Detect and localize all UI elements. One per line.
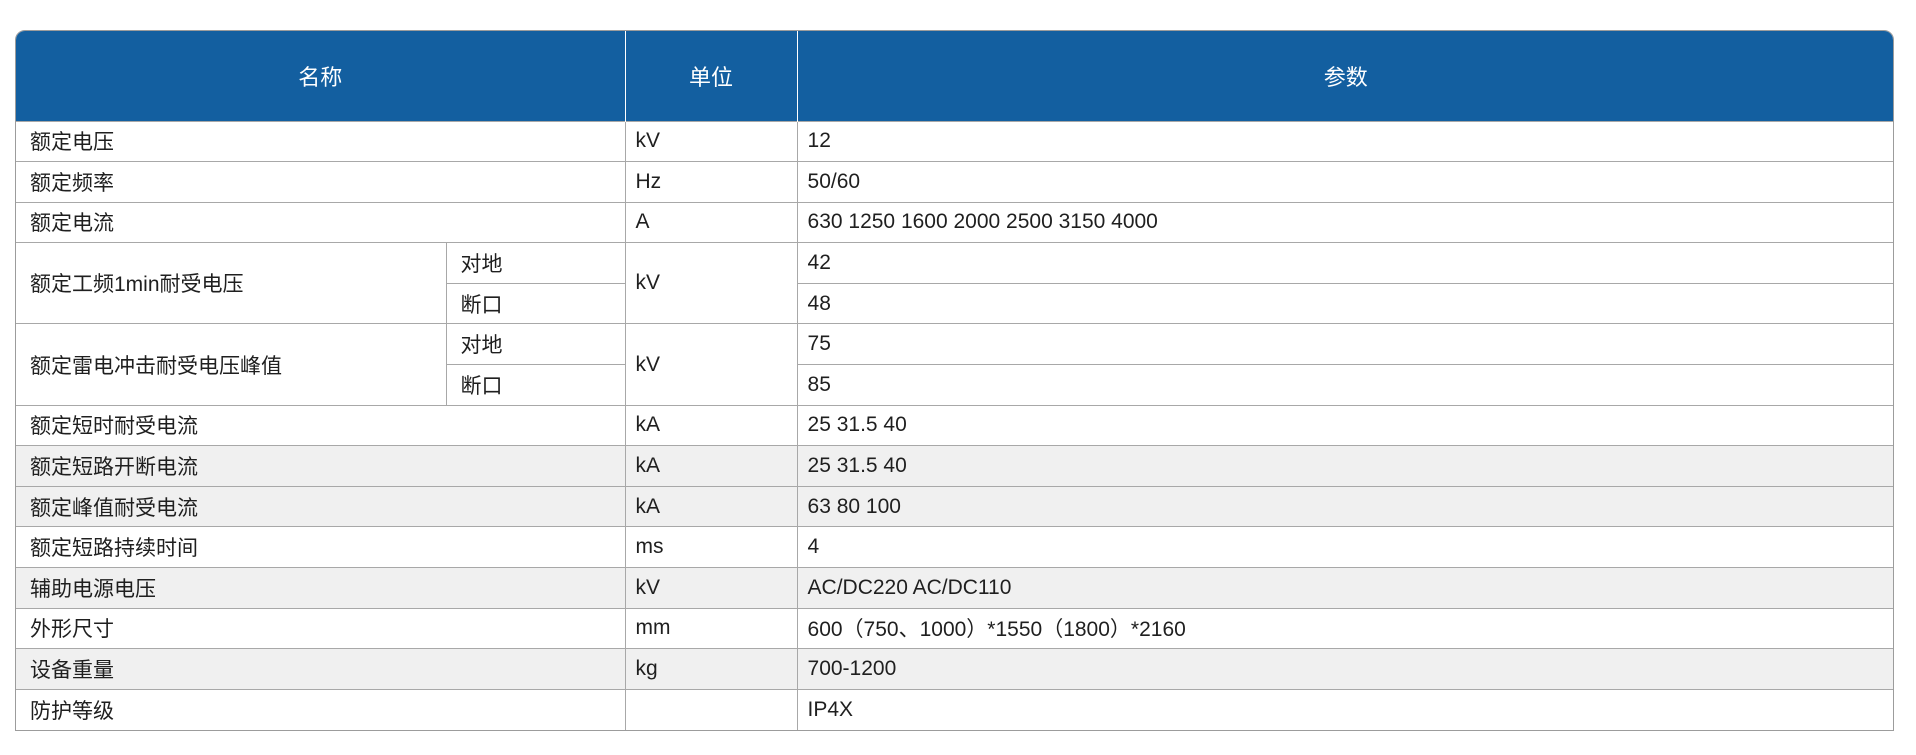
header-param: 参数 <box>796 31 1893 121</box>
row-param: 85 <box>797 364 1893 406</box>
row-name: 辅助电源电压 <box>16 567 626 609</box>
row-param: 4 <box>797 526 1893 569</box>
row-unit: mm <box>625 607 798 650</box>
row-name: 外形尺寸 <box>16 607 626 650</box>
row-param: 700-1200 <box>797 648 1893 690</box>
row-param: 48 <box>797 282 1893 325</box>
row-name: 额定频率 <box>16 161 626 203</box>
row-param: 25 31.5 40 <box>797 404 1893 447</box>
row-param: 75 <box>797 323 1893 366</box>
table-row-group: 额定工频1min耐受电压 对地 kV 42 <box>16 242 1893 325</box>
row-name: 额定峰值耐受电流 <box>16 485 626 528</box>
row-unit <box>625 688 798 730</box>
row-unit: kV <box>625 567 798 609</box>
row-name: 额定短时耐受电流 <box>16 404 626 447</box>
table-row: 设备重量 kg 700-1200 <box>16 648 1893 690</box>
row-name: 额定电压 <box>16 120 626 163</box>
row-param: 630 1250 1600 2000 2500 3150 4000 <box>797 201 1893 244</box>
table-row: 额定电压 kV 12 <box>16 120 1893 163</box>
row-param: 600（750、1000）*1550（1800）*2160 <box>797 607 1893 650</box>
row-name: 额定雷电冲击耐受电压峰值 <box>16 323 447 406</box>
row-sub-label: 断口 <box>445 364 626 406</box>
table-row: 额定峰值耐受电流 kA 63 80 100 <box>16 485 1893 528</box>
row-unit: kA <box>625 485 798 528</box>
row-unit: kA <box>625 404 798 447</box>
row-unit: kV <box>625 242 798 325</box>
table-row-group: 断口 85 <box>16 364 1893 406</box>
row-sub-label: 对地 <box>445 242 626 284</box>
row-unit: kV <box>625 323 798 406</box>
row-param: 63 80 100 <box>797 485 1893 528</box>
table-row: 额定短路开断电流 kA 25 31.5 40 <box>16 445 1893 487</box>
table-row: 外形尺寸 mm 600（750、1000）*1550（1800）*2160 <box>16 607 1893 650</box>
header-name: 名称 <box>16 31 626 121</box>
table-row: 额定短路持续时间 ms 4 <box>16 526 1893 569</box>
row-unit: kV <box>625 120 798 163</box>
row-name: 额定短路开断电流 <box>16 445 626 487</box>
row-name: 额定电流 <box>16 201 626 244</box>
row-name: 额定工频1min耐受电压 <box>16 242 447 325</box>
row-param: AC/DC220 AC/DC110 <box>797 567 1893 609</box>
table-row: 额定电流 A 630 1250 1600 2000 2500 3150 4000 <box>16 201 1893 244</box>
row-name: 设备重量 <box>16 648 626 690</box>
header-unit: 单位 <box>624 31 798 121</box>
spec-table: 名称 单位 参数 额定电压 kV 12 额定频率 Hz 50/60 额定电流 A <box>16 31 1893 730</box>
table-row-group: 额定雷电冲击耐受电压峰值 对地 kV 75 <box>16 323 1893 406</box>
row-unit: Hz <box>625 161 798 203</box>
header-row: 名称 单位 参数 <box>16 31 1893 121</box>
row-unit: kg <box>625 648 798 690</box>
row-param: IP4X <box>797 688 1893 730</box>
table-row: 辅助电源电压 kV AC/DC220 AC/DC110 <box>16 567 1893 609</box>
row-param: 42 <box>797 242 1893 284</box>
row-unit: ms <box>625 526 798 569</box>
row-sub-label: 对地 <box>445 323 626 366</box>
row-param: 12 <box>797 120 1893 163</box>
table-row: 额定频率 Hz 50/60 <box>16 161 1893 203</box>
row-param: 50/60 <box>797 161 1893 203</box>
row-unit: kA <box>625 445 798 487</box>
row-name: 防护等级 <box>16 688 626 730</box>
table-row: 防护等级 IP4X <box>16 688 1893 730</box>
spec-table-container: 名称 单位 参数 额定电压 kV 12 额定频率 Hz 50/60 额定电流 A <box>15 30 1894 731</box>
row-unit: A <box>625 201 798 244</box>
row-sub-label: 断口 <box>445 282 626 325</box>
row-name: 额定短路持续时间 <box>16 526 626 569</box>
table-row: 额定短时耐受电流 kA 25 31.5 40 <box>16 404 1893 447</box>
row-param: 25 31.5 40 <box>797 445 1893 487</box>
